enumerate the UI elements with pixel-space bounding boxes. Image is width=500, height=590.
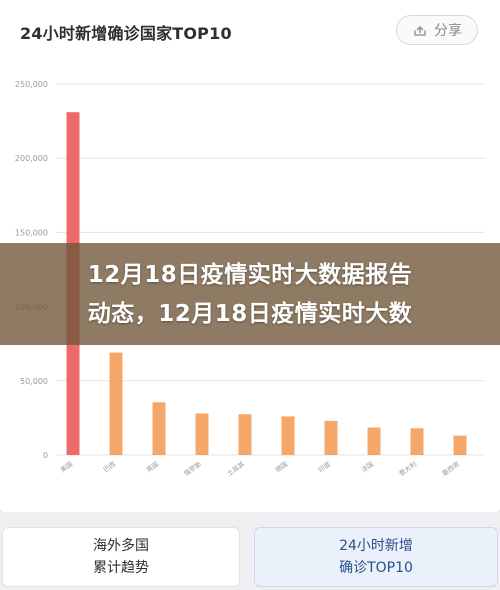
x-tick-label: 巴西 [102, 460, 118, 474]
bar [324, 420, 338, 455]
bar [453, 435, 467, 455]
x-tick-label: 法国 [359, 459, 375, 474]
headline-banner [0, 243, 500, 345]
tab-top10-new-cases[interactable]: 24小时新增 确诊TOP10 [254, 527, 498, 587]
headline-line-2: 动态，12月18日疫情实时大数 [87, 301, 413, 327]
x-tick-label: 印度 [316, 459, 332, 474]
tab-overseas-trend-line-1: 海外多国 [93, 538, 149, 554]
x-tick-label: 土耳其 [225, 459, 247, 478]
share-label: 分享 [434, 23, 462, 39]
x-tick-label: 意大利 [397, 459, 418, 478]
y-tick-label: 50,000 [20, 377, 48, 386]
y-tick-label: 0 [43, 451, 48, 460]
bar [152, 402, 166, 455]
y-tick-label: 250,000 [15, 80, 48, 89]
tab-top10-line-2: 确诊TOP10 [339, 560, 413, 576]
headline-line-1: 12月18日疫情实时大数据报告 [87, 262, 413, 288]
bar [281, 416, 295, 455]
share-icon [412, 22, 428, 38]
x-tick-label: 德国 [273, 459, 289, 474]
chart-title: 24小时新增确诊国家TOP10 [20, 24, 232, 43]
x-tick-label: 俄罗斯 [182, 459, 204, 478]
share-button[interactable]: 分享 [396, 15, 478, 45]
x-tick-label: 美国 [58, 459, 74, 474]
bar [109, 352, 123, 455]
x-tick-label: 墨西哥 [441, 460, 462, 478]
bar [367, 427, 381, 455]
bar [238, 414, 252, 455]
tab-overseas-trend[interactable]: 海外多国 累计趋势 [2, 527, 240, 587]
headline-text[interactable]: 12月18日疫情实时大数据报告 动态，12月18日疫情实时大数 [0, 256, 500, 334]
bar [410, 428, 424, 455]
x-tick-label: 英国 [144, 459, 160, 474]
tab-overseas-trend-line-2: 累计趋势 [93, 560, 149, 576]
tab-top10-line-1: 24小时新增 [339, 538, 413, 554]
y-tick-label: 150,000 [15, 228, 48, 237]
y-tick-label: 200,000 [15, 154, 48, 163]
bar [195, 413, 209, 455]
